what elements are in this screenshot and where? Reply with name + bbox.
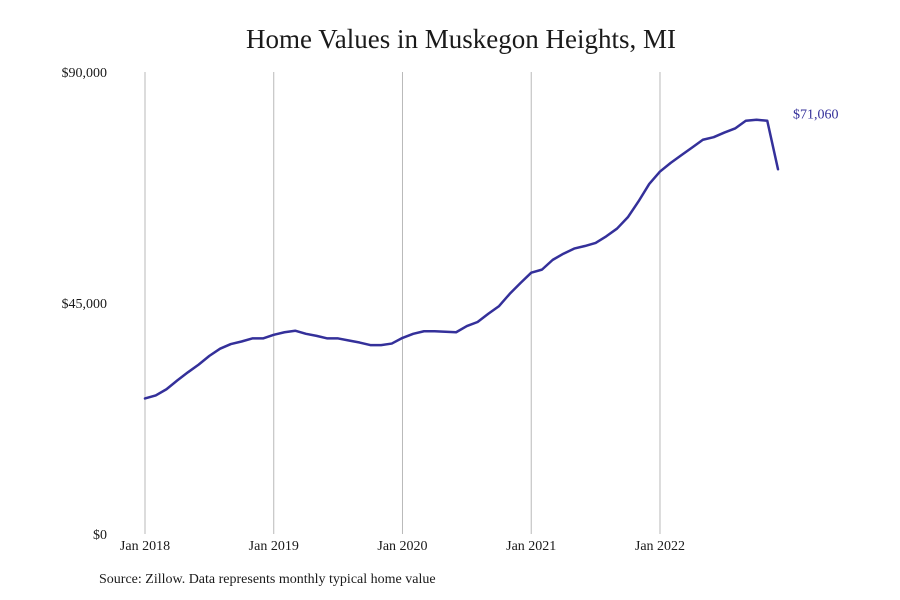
data-point xyxy=(304,332,308,336)
data-point xyxy=(712,135,716,139)
data-point xyxy=(561,252,565,256)
data-point xyxy=(379,343,383,347)
data-point xyxy=(744,119,748,123)
data-point xyxy=(390,342,394,346)
data-point xyxy=(722,131,726,135)
data-point xyxy=(175,379,179,383)
data-point xyxy=(272,333,276,337)
data-point xyxy=(433,329,437,333)
data-point xyxy=(250,336,254,340)
x-tick-label: Jan 2019 xyxy=(249,539,299,554)
data-point xyxy=(486,312,490,316)
data-point xyxy=(604,234,608,238)
data-point xyxy=(658,170,662,174)
data-point xyxy=(679,153,683,157)
data-point xyxy=(347,338,351,342)
data-point xyxy=(261,336,265,340)
data-point xyxy=(154,393,158,397)
data-point xyxy=(615,227,619,231)
x-tick-label: Jan 2018 xyxy=(120,539,170,554)
data-point xyxy=(701,138,705,142)
data-point xyxy=(207,354,211,358)
data-point xyxy=(293,329,297,333)
data-point xyxy=(765,119,769,123)
data-point xyxy=(164,387,168,391)
data-point xyxy=(540,268,544,272)
x-tick-label: Jan 2022 xyxy=(635,539,685,554)
data-point xyxy=(572,247,576,251)
data-point xyxy=(186,370,190,374)
source-note: Source: Zillow. Data represents monthly … xyxy=(99,572,436,587)
x-tick-label: Jan 2020 xyxy=(377,539,427,554)
x-axis-ticks: Jan 2018 Jan 2019 Jan 2020 Jan 2021 Jan 2022 xyxy=(120,539,685,554)
series-layer xyxy=(143,118,780,400)
data-point xyxy=(336,336,340,340)
data-point xyxy=(519,281,523,285)
data-point xyxy=(733,126,737,130)
end-value-label: $71,060 xyxy=(793,108,839,123)
data-point xyxy=(755,118,759,122)
data-point xyxy=(218,347,222,351)
data-point xyxy=(583,244,587,248)
data-point xyxy=(368,343,372,347)
y-tick-label: $45,000 xyxy=(62,297,108,312)
data-point xyxy=(443,330,447,334)
y-tick-label: $90,000 xyxy=(62,66,108,81)
gridlines xyxy=(144,72,661,534)
data-point xyxy=(197,363,201,367)
data-point xyxy=(240,340,244,344)
data-point xyxy=(690,145,694,149)
series-line xyxy=(143,118,780,400)
data-point xyxy=(143,396,147,400)
data-point xyxy=(551,258,555,262)
data-point xyxy=(454,330,458,334)
data-point xyxy=(669,161,673,165)
data-point xyxy=(315,334,319,338)
data-point xyxy=(776,167,780,171)
data-point xyxy=(465,324,469,328)
data-point xyxy=(229,342,233,346)
data-point xyxy=(400,336,404,340)
data-point xyxy=(325,336,329,340)
data-point xyxy=(476,320,480,324)
data-point xyxy=(282,330,286,334)
data-point xyxy=(647,182,651,186)
data-point xyxy=(529,271,533,275)
data-point xyxy=(594,241,598,245)
chart-title: Home Values in Muskegon Heights, MI xyxy=(246,24,676,54)
data-point xyxy=(626,215,630,219)
data-point xyxy=(422,329,426,333)
y-tick-label: $0 xyxy=(93,528,107,543)
data-point xyxy=(497,304,501,308)
data-point xyxy=(411,332,415,336)
data-point xyxy=(358,341,362,345)
x-tick-label: Jan 2021 xyxy=(506,539,556,554)
data-point xyxy=(508,292,512,296)
y-axis-ticks: $0 $45,000 $90,000 xyxy=(62,66,108,543)
data-point xyxy=(637,199,641,203)
